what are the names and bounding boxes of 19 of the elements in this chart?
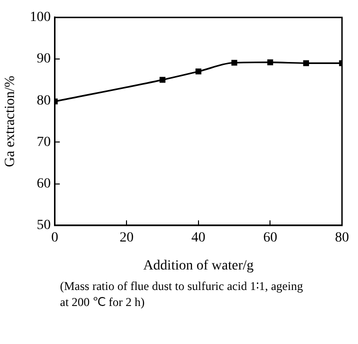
y-tick-label: 50 (36, 218, 51, 234)
x-tick-label: 40 (191, 230, 206, 246)
y-tick-label: 100 (30, 10, 51, 26)
x-tick-label: 0 (51, 230, 58, 246)
y-tick-label: 90 (36, 52, 51, 67)
point (160, 76, 166, 83)
x-tick-label: 60 (263, 230, 278, 246)
text: (Mass ratio of flue dust to sulfuric acid 1∶1, ageing at 200 ℃ for 2 h) (60, 278, 304, 310)
y-axis-title: Ga extraction/% (3, 75, 18, 168)
y-tick-label: 80 (36, 93, 51, 108)
y-tick-label: 60 (36, 176, 51, 192)
x-tick-label: 20 (120, 230, 134, 246)
point (267, 59, 274, 66)
x-tick-label: 80 (335, 230, 349, 246)
y-tick-label: 70 (36, 134, 51, 150)
point (303, 60, 310, 66)
point (195, 68, 202, 74)
x-axis-title: Addition of water/g (143, 258, 254, 274)
point (231, 60, 238, 66)
